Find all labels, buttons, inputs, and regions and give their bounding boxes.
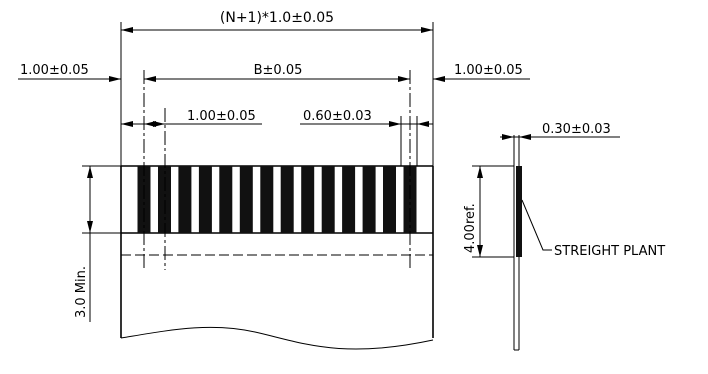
pin [137,166,151,233]
thickness-label: 0.30±0.03 [542,122,611,137]
right-margin-arrow [433,76,445,82]
pitch-arrow-right [153,121,165,127]
front-view [120,70,434,350]
side-view: 0.30±0.03 4.00ref. STREIGHT PLANT [463,122,665,351]
dim-min-length: 3.0 Min. [74,165,121,322]
pin [178,166,192,233]
pitch-arrow-left [121,121,133,127]
pin [260,166,274,233]
dim-overall-width: (N+1)*1.0±0.05 [120,10,434,166]
dim-pitch-row: 1.00±0.05 0.60±0.03 [121,109,433,166]
pin [198,166,212,233]
pin [219,166,233,233]
pin-span-arrow-right [398,76,410,82]
stiffener-plate [516,166,522,257]
right-margin-label: 1.00±0.05 [454,63,523,78]
ref-length-label: 4.00ref. [463,203,478,253]
thickness-arrow-left [502,134,514,140]
break-line [120,326,434,350]
arrow-right [421,27,433,33]
pin [403,166,417,233]
min-length-arrow-top [87,166,93,178]
pin [362,166,376,233]
pin [280,166,294,233]
pin-width-arrow-right [417,121,429,127]
pin [301,166,315,233]
pin [321,166,335,233]
pin-array [137,166,417,233]
ref-arrow-top [477,166,483,178]
plating-leader [521,199,552,251]
ref-arrow-bottom [477,245,483,257]
overall-width-label: (N+1)*1.0±0.05 [220,10,334,26]
pin [158,166,171,233]
min-length-arrow-bottom [87,221,93,233]
pin-width-arrow-left [389,121,401,127]
pin-width-label: 0.60±0.03 [303,109,372,124]
left-margin-arrow [109,76,121,82]
plating-note: STREIGHT PLANT [554,244,665,259]
pin [239,166,253,233]
pin-span-arrow-left [144,76,156,82]
pin [383,166,396,233]
thickness-arrow-right [519,134,531,140]
min-length-label: 3.0 Min. [74,266,89,318]
left-margin-label: 1.00±0.05 [20,63,89,78]
arrow-left [121,27,133,33]
pin [342,166,356,233]
dim-pin-span-row: 1.00±0.05 B±0.05 1.00±0.05 [18,63,530,82]
pitch-label: 1.00±0.05 [187,109,256,124]
pin-span-label: B±0.05 [254,63,303,78]
